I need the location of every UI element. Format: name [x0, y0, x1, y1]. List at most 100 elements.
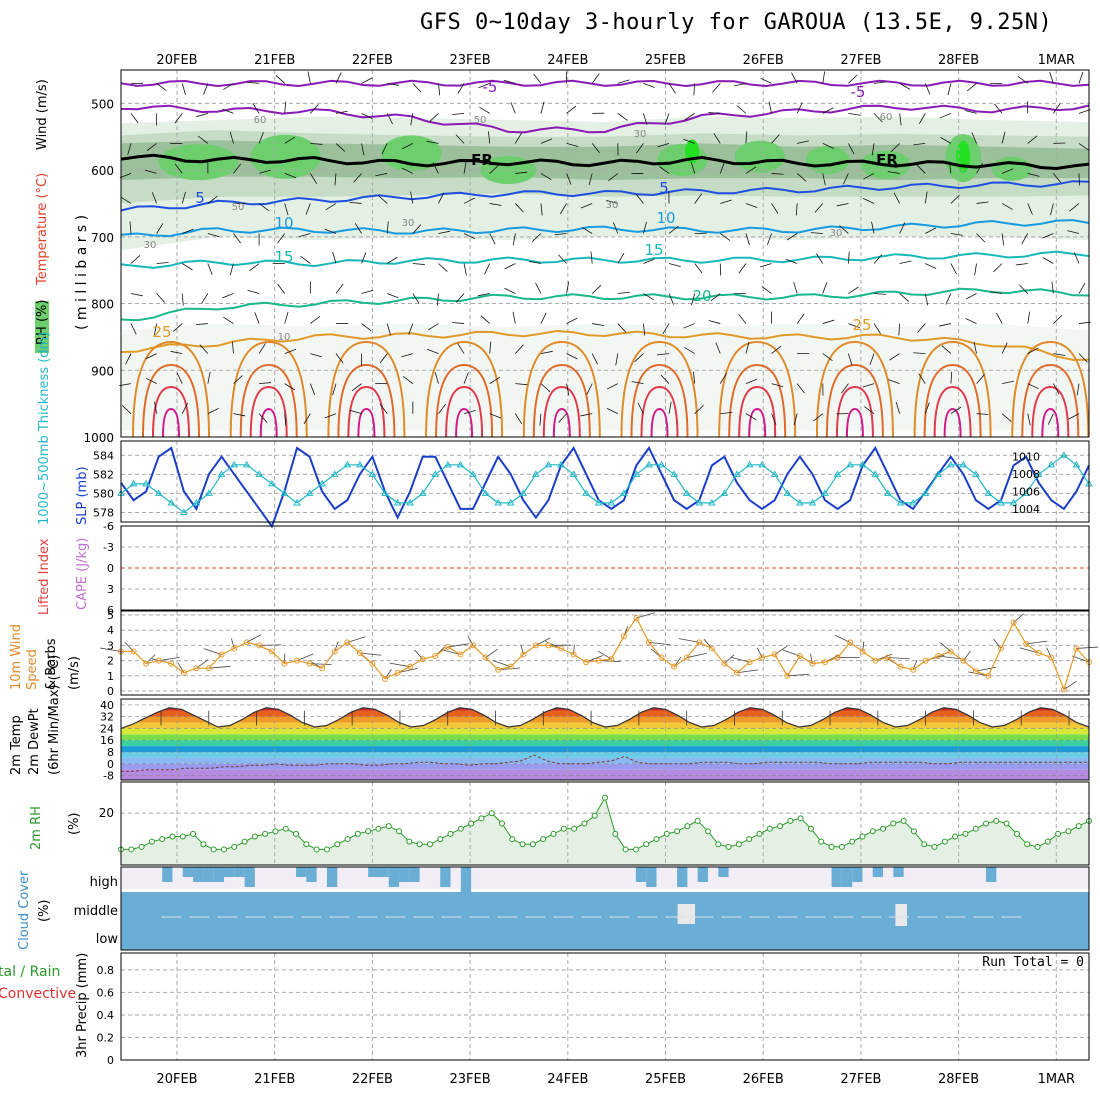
wind-barb — [566, 353, 578, 360]
wind-barb — [761, 286, 772, 294]
stability-panel: -6 -3 0 3 6 Lifted Index CAPE (J/kg) — [37, 520, 1090, 617]
wind-barb — [414, 649, 424, 660]
rh-high-blob — [734, 140, 785, 173]
wind-barb — [223, 83, 234, 91]
wind-speed-point — [457, 651, 464, 658]
high-cloud-bar — [718, 867, 729, 877]
wind-speed-point — [822, 659, 828, 666]
wind-speed-point — [281, 660, 288, 667]
rh-point — [622, 846, 629, 853]
wind-barb — [1071, 655, 1090, 663]
warm-contour — [152, 385, 190, 438]
wind-barb — [298, 233, 311, 238]
wind-barb — [606, 383, 618, 390]
thickness-point — [1022, 489, 1031, 496]
wind-barb — [796, 313, 805, 324]
wind-barb — [796, 383, 805, 394]
wind-barb — [158, 656, 180, 661]
rh-point — [231, 843, 238, 850]
cloud-level-label: low — [96, 932, 119, 947]
wind-speed-point — [1035, 650, 1042, 656]
cloud-axis-label: Cloud Cover — [17, 870, 32, 950]
warm-contour — [845, 407, 864, 438]
wind-barb — [310, 104, 319, 114]
wind-speed-point — [998, 645, 1004, 652]
temperature-band — [121, 699, 1089, 705]
wind-barb — [233, 375, 243, 384]
wind-barb — [1001, 168, 1014, 174]
wind-barb — [976, 162, 983, 174]
wind-barb — [822, 319, 835, 324]
wind-barb — [233, 233, 242, 244]
wind-barb — [1073, 252, 1080, 264]
wind-barb — [151, 192, 157, 204]
wind-barb — [713, 133, 721, 144]
rh-point — [715, 841, 722, 848]
rh-point — [293, 830, 300, 837]
wind-speed-point — [872, 657, 879, 664]
rh-unit-label: (%) — [67, 813, 82, 836]
wind-barb — [643, 113, 648, 125]
wind-barb — [848, 143, 855, 155]
thickness-point — [318, 479, 327, 487]
thickness-point — [682, 489, 691, 496]
wind-barb — [349, 409, 362, 415]
wind-barb — [412, 293, 420, 304]
high-cloud-bar — [841, 867, 853, 887]
temp-axis-label: 2m Temp — [9, 715, 24, 775]
wind-barb — [871, 221, 875, 234]
thickness-point — [594, 498, 603, 506]
wind-barb — [797, 140, 809, 144]
wind-speed-point — [708, 645, 715, 652]
wind-barb — [591, 353, 598, 365]
thickness-point — [821, 489, 829, 496]
rh-point — [416, 841, 423, 848]
thickness-axis-label: 1000~500mb Thickness (dm) — [37, 332, 52, 525]
wind-barb — [810, 653, 813, 664]
wind-barb — [887, 171, 900, 174]
wind-speed-point — [419, 656, 426, 663]
rh-point — [354, 830, 361, 837]
wind-barb — [540, 350, 553, 354]
rh-point — [797, 815, 804, 822]
wind-speed-point — [922, 657, 929, 664]
rh-point — [1013, 830, 1020, 837]
wind-barb — [386, 113, 394, 125]
wind-barb — [310, 143, 323, 145]
wind-barb — [334, 641, 339, 652]
wind-barb — [198, 135, 209, 144]
wind-barb — [796, 102, 803, 114]
wind-speed-point — [633, 615, 640, 622]
wind-barb — [207, 195, 218, 204]
wind-barb — [899, 222, 906, 234]
wind-barb — [455, 134, 465, 144]
thickness-point — [707, 498, 716, 506]
wind-barb — [146, 143, 157, 151]
rh-point — [1024, 841, 1031, 848]
thickness-point — [129, 479, 138, 487]
wind-barb — [976, 233, 986, 243]
wind-barb — [887, 657, 910, 660]
rh-point — [694, 817, 701, 824]
slp-tick-label: 1010 — [1012, 451, 1040, 464]
thickness-point — [557, 460, 565, 468]
wind-barb — [181, 191, 186, 204]
precip-axis-label: 3hr Precip (mm) — [75, 953, 90, 1058]
wind-barb — [254, 312, 260, 324]
rh-point — [519, 841, 526, 848]
wind-barb — [913, 143, 926, 146]
rh-point — [849, 838, 856, 845]
wind-barb — [745, 413, 757, 421]
wind-barb — [512, 233, 516, 246]
wind-barb — [558, 254, 567, 264]
temperature-contour — [120, 219, 1090, 238]
wind-barb — [738, 313, 747, 324]
wind-barb — [182, 228, 194, 234]
wind-barb — [181, 293, 184, 306]
wind-speed-point — [696, 639, 703, 646]
wind-speed-point — [507, 663, 514, 670]
temperature-band — [121, 757, 1089, 764]
wind-barb — [177, 662, 185, 673]
wind-barb — [488, 131, 491, 144]
